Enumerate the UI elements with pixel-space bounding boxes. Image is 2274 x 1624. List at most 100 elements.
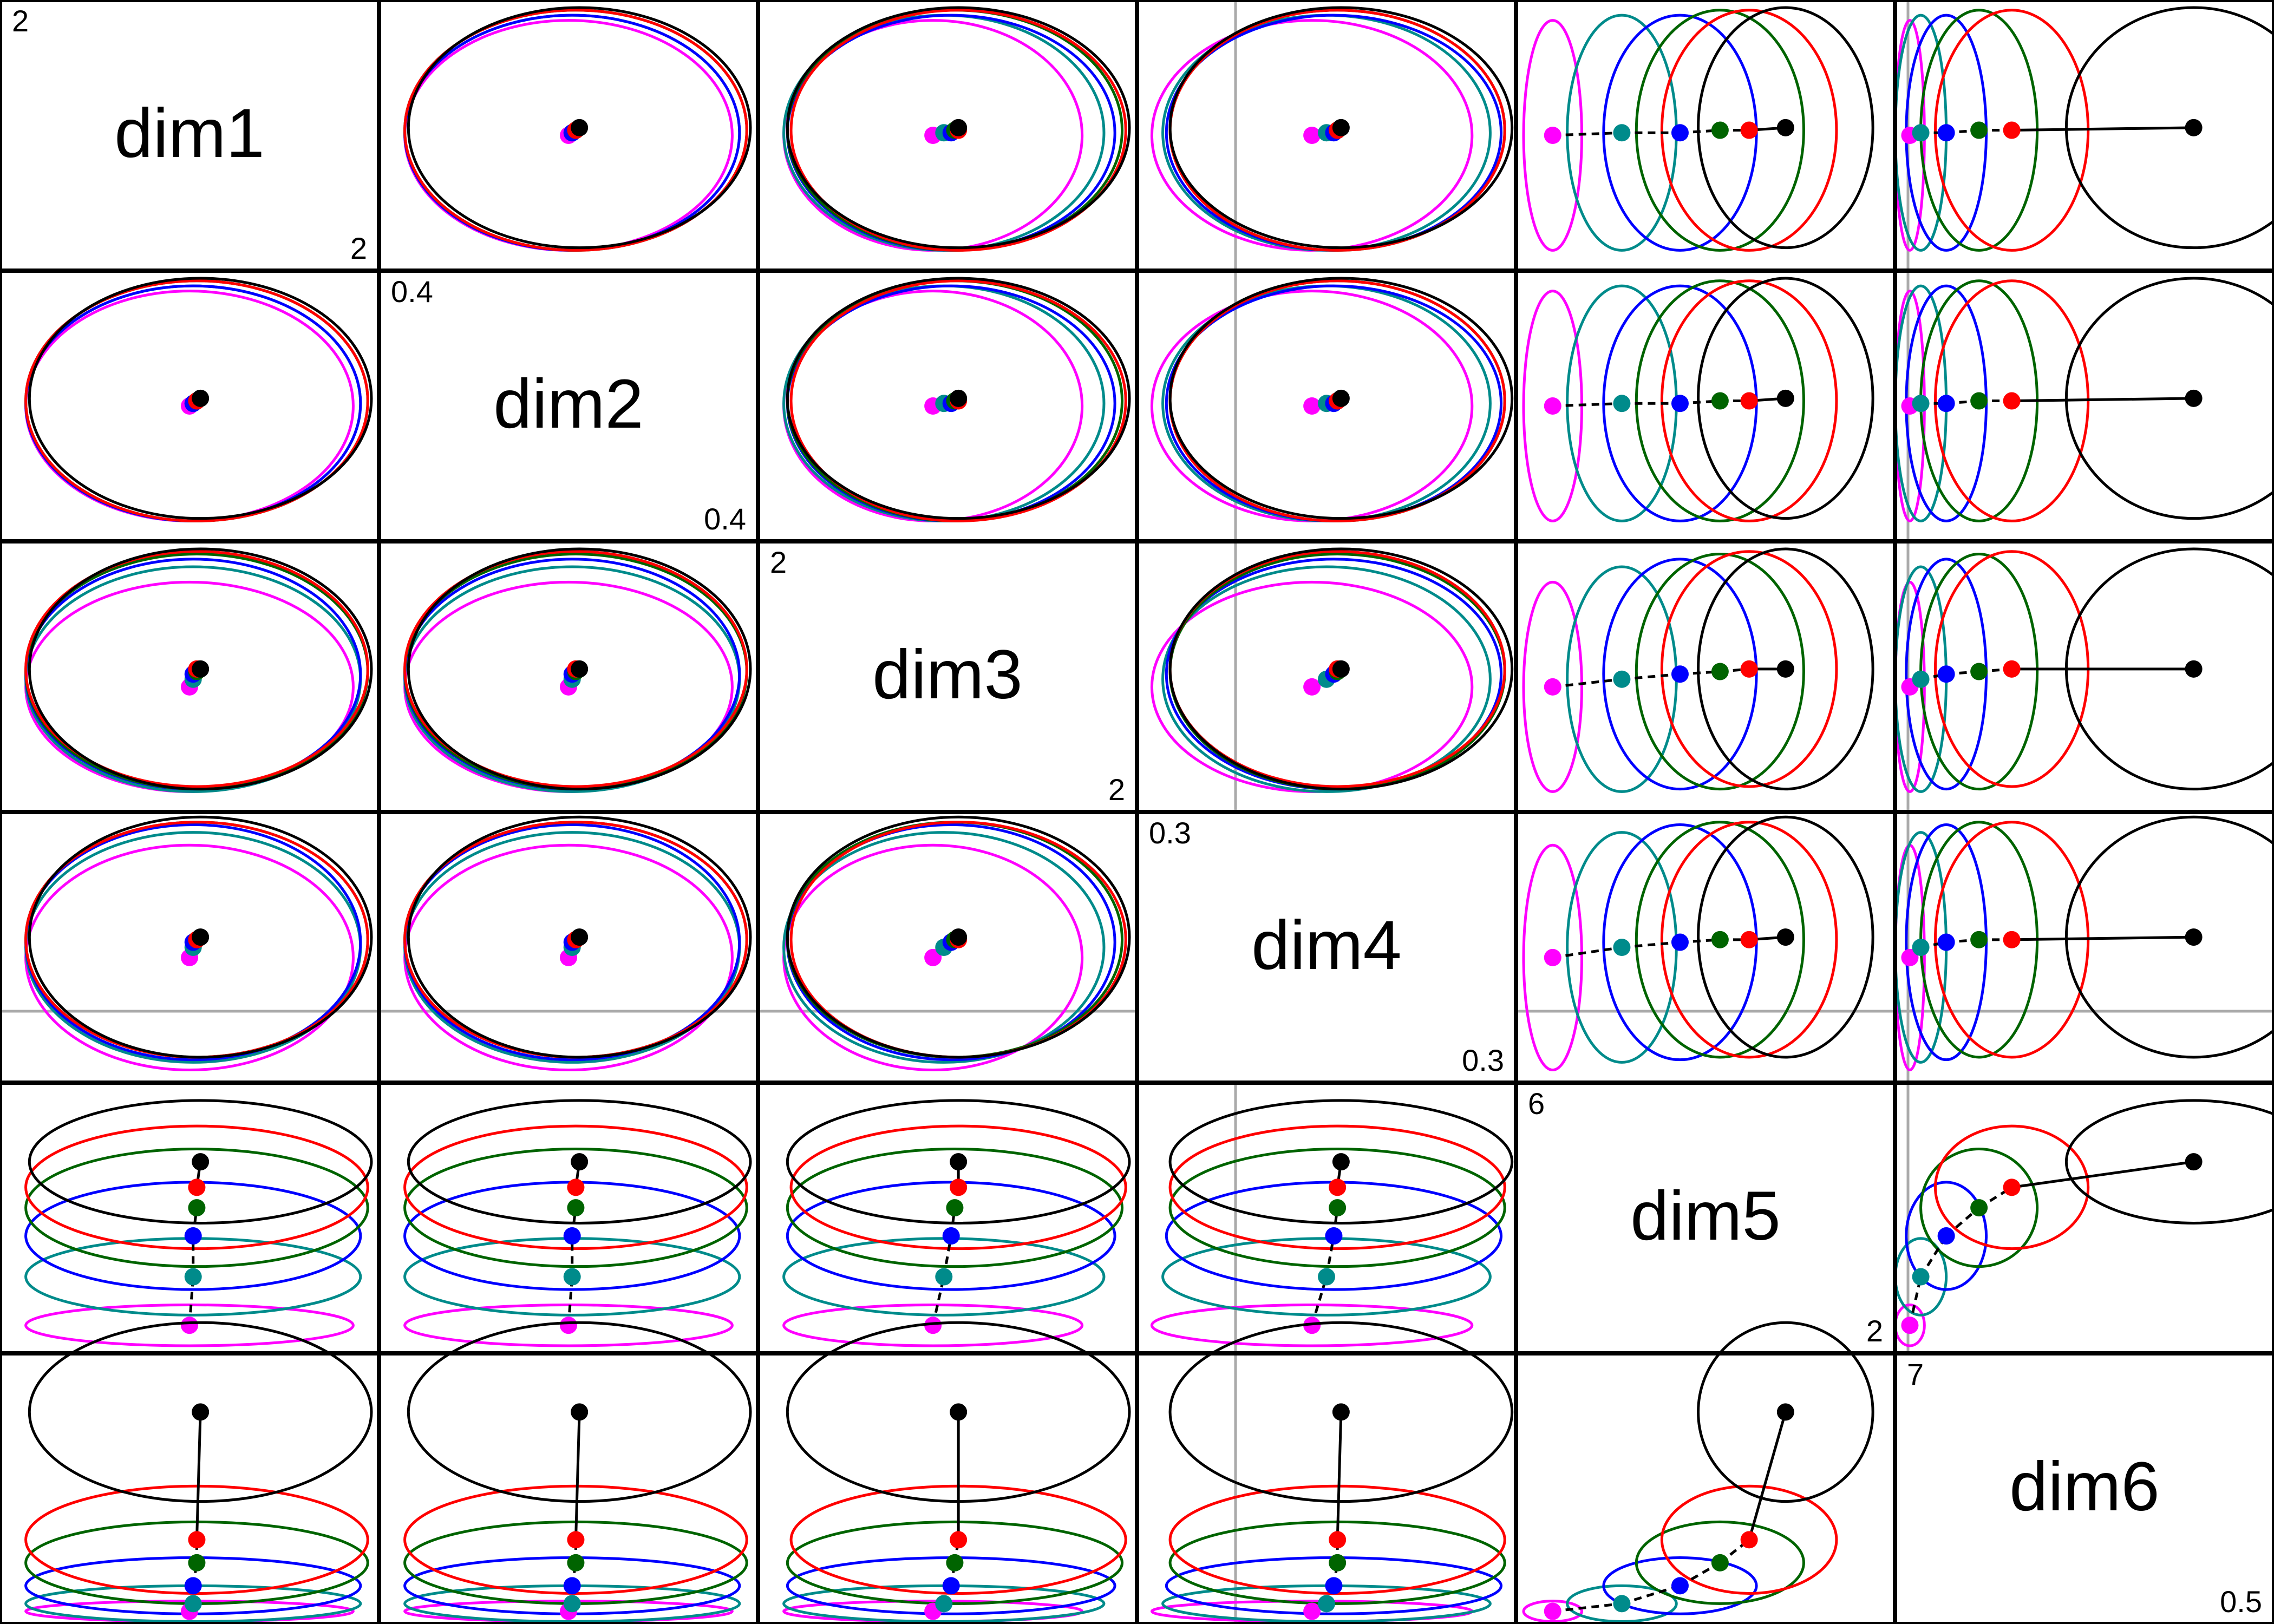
ellipse-group-5 bbox=[24, 279, 369, 522]
ellipse-group-6 bbox=[1168, 547, 1514, 791]
mean-point-group-5 bbox=[188, 1178, 206, 1196]
mean-point-group-4 bbox=[567, 1199, 585, 1217]
mean-point-group-5 bbox=[567, 1178, 585, 1196]
panel-border bbox=[1137, 812, 1516, 1083]
mean-point-group-1 bbox=[1303, 678, 1321, 696]
mean-point-group-2 bbox=[1613, 124, 1631, 142]
mean-point-group-6 bbox=[2185, 119, 2203, 136]
ellipse-group-6 bbox=[1168, 1099, 1514, 1224]
ellipse-group-5 bbox=[403, 550, 748, 788]
panel-dim3-dim6 bbox=[1894, 541, 2274, 812]
mean-point-group-2 bbox=[1613, 670, 1631, 688]
mean-point-group-5 bbox=[950, 1178, 968, 1196]
ellipse-group-2 bbox=[782, 831, 1106, 1064]
mean-point-group-1 bbox=[1544, 678, 1561, 696]
mean-point-group-2 bbox=[1613, 939, 1631, 956]
panel-dim1-dim2 bbox=[403, 6, 752, 252]
panel-border bbox=[1137, 1083, 1516, 1353]
ellipse-group-3 bbox=[786, 1181, 1116, 1291]
panel-border bbox=[758, 1353, 1137, 1624]
mean-point-group-4 bbox=[188, 1199, 206, 1217]
mean-point-group-6 bbox=[1332, 1403, 1350, 1421]
mean-point-group-4 bbox=[1970, 1199, 1988, 1217]
panel-border bbox=[0, 271, 379, 541]
mean-point-group-2 bbox=[1912, 1268, 1930, 1286]
mean-point-group-5 bbox=[2003, 931, 2021, 948]
ellipse-group-6 bbox=[1168, 6, 1514, 250]
mean-point-group-4 bbox=[946, 1554, 964, 1571]
ellipse-group-6 bbox=[407, 6, 752, 250]
ellipse-group-4 bbox=[403, 1148, 748, 1268]
mean-point-group-1 bbox=[924, 948, 942, 966]
panel-dim6-dim4 bbox=[1150, 1321, 1514, 1624]
mean-connector bbox=[2011, 126, 2194, 132]
ellipse-group-4 bbox=[1635, 552, 1805, 791]
panel-border bbox=[1895, 271, 2274, 541]
mean-point-group-4 bbox=[1711, 1554, 1729, 1571]
panel-border bbox=[0, 812, 379, 1083]
ellipse-group-4 bbox=[786, 1148, 1124, 1268]
mean-point-group-4 bbox=[1329, 1554, 1347, 1571]
mean-point-group-6 bbox=[1332, 389, 1350, 407]
mean-point-group-6 bbox=[192, 1153, 210, 1171]
ellipse-group-5 bbox=[789, 279, 1127, 522]
mean-point-group-2 bbox=[1613, 1595, 1631, 1613]
ellipse-group-2 bbox=[1161, 565, 1492, 793]
mean-point-group-3 bbox=[942, 1227, 960, 1245]
mean-point-group-3 bbox=[942, 1577, 960, 1595]
mean-point-group-3 bbox=[1937, 1227, 1955, 1245]
mean-point-group-2 bbox=[1318, 1268, 1335, 1286]
panel-border bbox=[0, 0, 379, 271]
mean-point-group-6 bbox=[950, 1153, 968, 1171]
ellipse-group-6 bbox=[786, 1099, 1131, 1224]
axis-min-label: 2 bbox=[350, 231, 367, 265]
mean-point-group-3 bbox=[1937, 395, 1955, 412]
panel-dim4-dim5 bbox=[1516, 815, 1895, 1072]
diagonal-panel-dim4: dim4 0.3 0.3 bbox=[1149, 816, 1504, 1077]
mean-point-group-6 bbox=[571, 1403, 589, 1421]
panel-border bbox=[1895, 0, 2274, 271]
ellipse-group-4 bbox=[1635, 279, 1805, 522]
mean-point-group-6 bbox=[950, 928, 968, 946]
mean-point-group-4 bbox=[1711, 663, 1729, 680]
ellipse-group-3 bbox=[1602, 1556, 1758, 1615]
panel-dim1-dim3 bbox=[782, 6, 1131, 252]
mean-point-group-5 bbox=[188, 1531, 206, 1549]
panel-dim5-dim2 bbox=[403, 1099, 752, 1347]
panel-border bbox=[1137, 541, 1516, 812]
mean-point-group-4 bbox=[1970, 392, 1988, 410]
panel-dim1-dim4 bbox=[1150, 0, 1514, 271]
axis-min-label: 0.3 bbox=[1462, 1043, 1504, 1077]
mean-point-group-6 bbox=[1776, 928, 1794, 946]
ellipse-group-6 bbox=[1697, 1321, 1874, 1503]
mean-point-group-4 bbox=[188, 1554, 206, 1571]
mean-point-group-5 bbox=[2003, 121, 2021, 139]
ellipse-group-6 bbox=[2064, 1099, 2274, 1224]
mean-connector bbox=[1552, 131, 1622, 137]
dimension-label: dim6 bbox=[2009, 1448, 2159, 1525]
ellipse-group-5 bbox=[789, 1124, 1127, 1250]
mean-point-group-6 bbox=[2185, 928, 2203, 946]
ellipse-group-4 bbox=[786, 1520, 1124, 1605]
mean-point-group-4 bbox=[1711, 392, 1729, 410]
mean-point-group-1 bbox=[1303, 397, 1321, 415]
mean-point-group-6 bbox=[1332, 119, 1350, 136]
ellipse-group-4 bbox=[1635, 1520, 1805, 1605]
mean-connector bbox=[2011, 935, 2194, 941]
mean-point-group-3 bbox=[563, 1227, 581, 1245]
mean-point-group-6 bbox=[2185, 389, 2203, 407]
mean-point-group-6 bbox=[571, 928, 589, 946]
panel-border bbox=[379, 541, 758, 812]
ellipse-group-1 bbox=[782, 1303, 1084, 1347]
ellipse-group-6 bbox=[786, 6, 1131, 250]
panel-border bbox=[1895, 541, 2274, 812]
mean-point-group-5 bbox=[1740, 1531, 1758, 1549]
axis-max-label: 2 bbox=[770, 545, 787, 579]
ellipse-group-4 bbox=[24, 1148, 369, 1268]
mean-point-group-6 bbox=[1776, 1403, 1794, 1421]
panel-dim4-dim2 bbox=[379, 815, 758, 1072]
mean-point-group-6 bbox=[2185, 1153, 2203, 1171]
ellipse-group-6 bbox=[28, 815, 373, 1059]
mean-connector bbox=[1552, 402, 1622, 408]
ellipse-group-6 bbox=[407, 1321, 752, 1503]
